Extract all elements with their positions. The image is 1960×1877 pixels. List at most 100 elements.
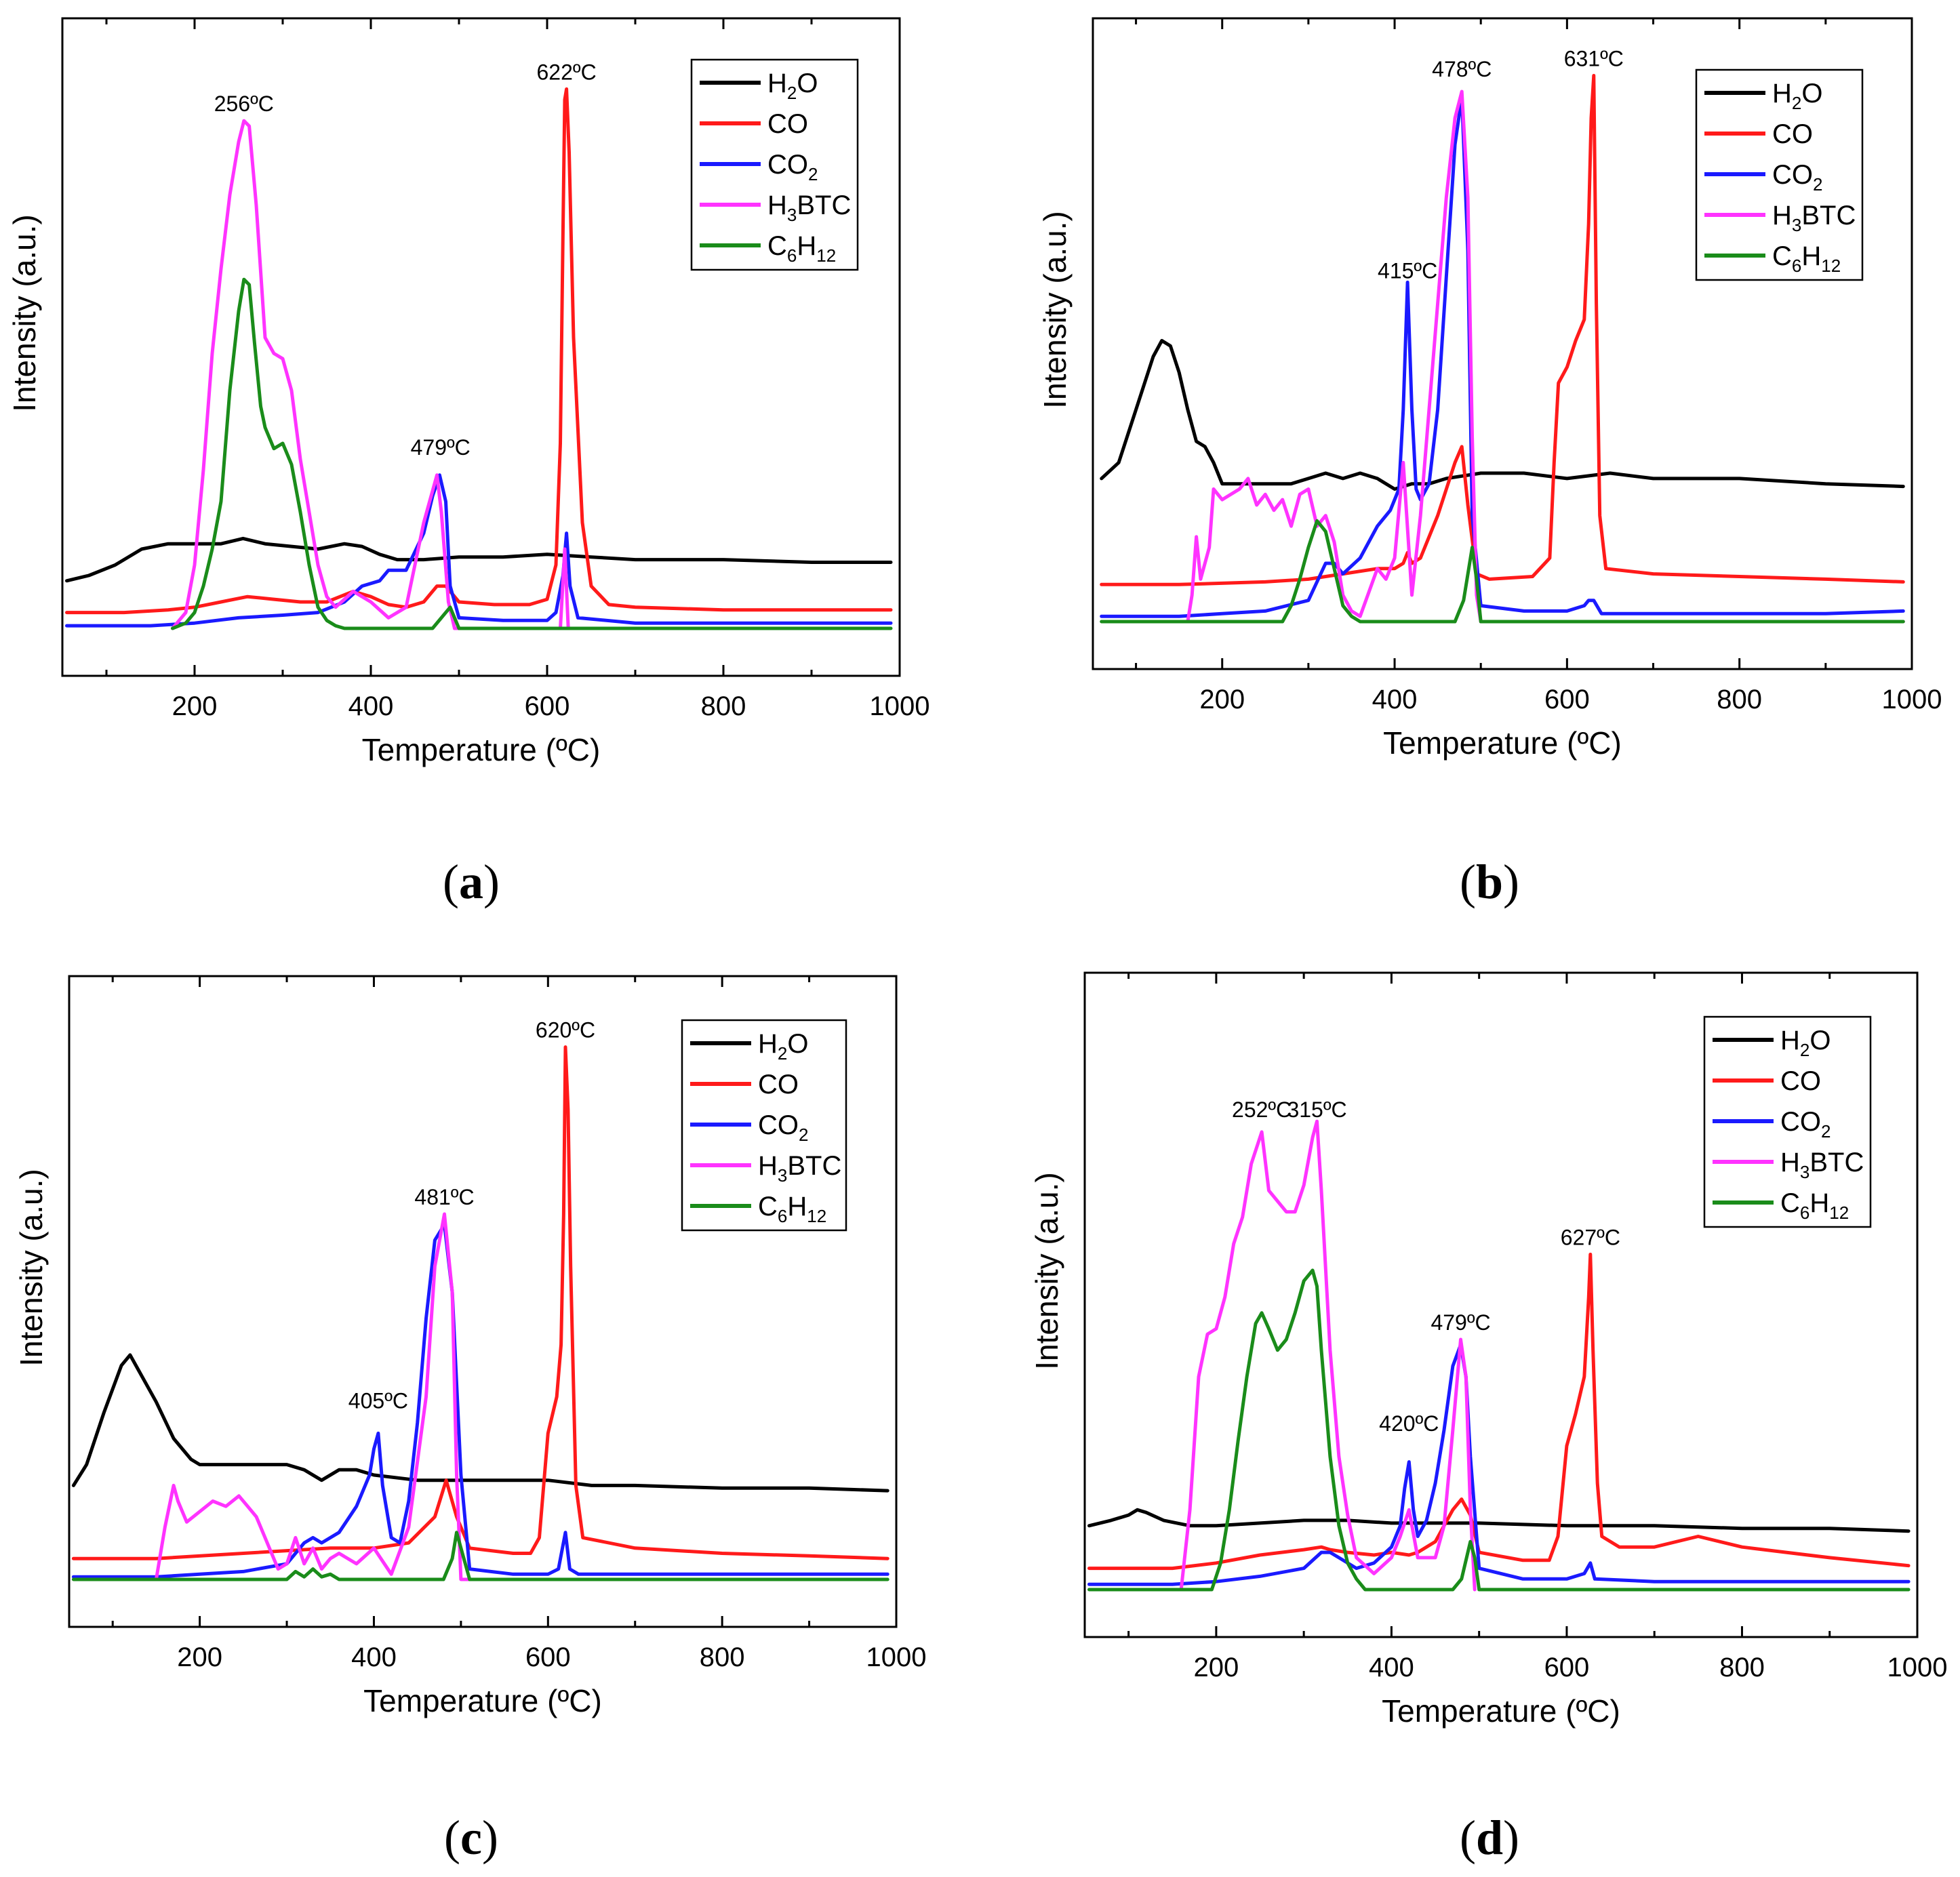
- legend-label-co: CO: [1772, 119, 1813, 149]
- legend-label-h2o: H2O: [767, 68, 818, 103]
- legend-label-h2o: H2O: [1780, 1026, 1831, 1060]
- panel-caption-a: (a): [443, 855, 500, 909]
- panel-letter-b: b: [1475, 855, 1504, 909]
- plot-frame: [1083, 971, 1919, 1638]
- x-axis-label: Temperature (ºC): [1382, 1693, 1620, 1729]
- series-line-h3btc: [1179, 1119, 1477, 1592]
- peak-annotation: 420ºC: [1379, 1411, 1439, 1436]
- x-tick-label: 1000: [1882, 685, 1942, 714]
- series-line-co: [65, 87, 893, 615]
- legend-label-h3btc: H3BTC: [1772, 201, 1856, 235]
- legend-label-h2o: H2O: [758, 1029, 808, 1064]
- legend-label-c6h12: C6H12: [758, 1192, 826, 1226]
- series-line-c6h12: [71, 1531, 889, 1581]
- series-line-h2o: [1100, 339, 1905, 491]
- peak-annotation: 256ºC: [214, 92, 274, 116]
- panel-letter-c: c: [460, 1811, 482, 1865]
- x-axis-label: Temperature (ºC): [363, 1683, 602, 1718]
- legend-label-c6h12: C6H12: [1780, 1188, 1849, 1223]
- series-line-co: [71, 1045, 889, 1560]
- chart-panel-b: 200 400 600 800 1000 Temperature (ºC) Intensit…: [1037, 17, 1942, 761]
- series-line-h2o: [65, 536, 893, 583]
- legend-label-c6h12: C6H12: [1772, 241, 1841, 276]
- peak-annotation: 315ºC: [1287, 1097, 1346, 1122]
- panel-letter-a: a: [459, 855, 483, 909]
- series-line-h3btc: [1186, 89, 1905, 624]
- peak-annotation: 479ºC: [411, 435, 471, 460]
- peak-annotation: 622ºC: [537, 60, 597, 84]
- x-axis-label: Temperature (ºC): [362, 732, 601, 767]
- peak-annotation: 620ºC: [536, 1018, 595, 1043]
- plot-frame: [61, 17, 901, 677]
- series-line-co2: [71, 1222, 889, 1579]
- x-tick-label: 1000: [870, 691, 930, 721]
- x-tick-label: 600: [1544, 1653, 1590, 1682]
- panel-caption-c: (c): [444, 1811, 498, 1865]
- x-tick-label: 400: [351, 1642, 397, 1672]
- legend-label-h2o: H2O: [1772, 79, 1822, 113]
- legend-label-co: CO: [767, 109, 808, 139]
- peak-annotation: 405ºC: [348, 1388, 408, 1413]
- x-tick-label: 800: [700, 1642, 745, 1672]
- legend-label-c6h12: C6H12: [767, 231, 836, 266]
- legend-label-co2: CO2: [758, 1110, 808, 1145]
- x-tick-label: 1000: [1887, 1653, 1948, 1682]
- series-line-h2o: [1087, 1508, 1911, 1533]
- series-line-c6h12: [1100, 519, 1905, 624]
- x-tick-label: 600: [1544, 685, 1590, 714]
- peak-annotation: 479ºC: [1431, 1310, 1490, 1335]
- peak-annotation: 415ºC: [1378, 258, 1437, 283]
- legend-label-h3btc: H3BTC: [1780, 1148, 1864, 1182]
- plot-frame: [68, 975, 898, 1628]
- legend-label-co: CO: [1780, 1066, 1821, 1096]
- x-tick-label: 600: [525, 1642, 571, 1672]
- legend-label-h3btc: H3BTC: [767, 190, 851, 225]
- y-axis-label: Intensity (a.u.): [1037, 211, 1073, 408]
- series-line-c6h12: [1087, 1268, 1911, 1592]
- peak-annotation: 627ºC: [1561, 1225, 1620, 1249]
- y-axis-label: Intensity (a.u.): [14, 1169, 49, 1366]
- peak-annotation: 631ºC: [1564, 47, 1624, 71]
- panel-caption-d: (d): [1459, 1811, 1519, 1865]
- series-line-co: [1087, 1253, 1911, 1571]
- chart-panel-a: 200 400 600 800 1000 Temperature (ºC) Intensit…: [7, 17, 930, 767]
- legend-box: [1703, 1015, 1872, 1228]
- legend-label-h3btc: H3BTC: [758, 1151, 841, 1186]
- series-line-co2: [1087, 1343, 1911, 1586]
- x-tick-label: 400: [1372, 685, 1418, 714]
- chart-panel-c: 200 400 600 800 1000 Temperature (ºC) Intensit…: [14, 975, 927, 1718]
- x-tick-label: 400: [1369, 1653, 1414, 1682]
- x-tick-label: 200: [1194, 1653, 1239, 1682]
- x-tick-label: 800: [701, 691, 746, 721]
- x-tick-label: 200: [172, 691, 218, 721]
- x-tick-label: 200: [1199, 685, 1245, 714]
- legend-label-co2: CO2: [1780, 1107, 1831, 1142]
- x-tick-label: 1000: [866, 1642, 927, 1672]
- panel-letter-d: d: [1475, 1811, 1504, 1865]
- x-axis-label: Temperature (ºC): [1383, 725, 1622, 761]
- legend-label-co2: CO2: [767, 150, 818, 184]
- series-line-co: [1100, 74, 1905, 586]
- series-line-co2: [65, 473, 893, 628]
- peak-annotation: 252ºC: [1232, 1097, 1292, 1122]
- series-line-c6h12: [171, 277, 893, 630]
- legend-box: [681, 1019, 847, 1232]
- y-axis-label: Intensity (a.u.): [7, 214, 42, 411]
- x-tick-label: 200: [177, 1642, 222, 1672]
- x-tick-label: 800: [1717, 685, 1762, 714]
- legend-label-co2: CO2: [1772, 160, 1822, 195]
- x-tick-label: 600: [525, 691, 570, 721]
- series-line-h3btc: [154, 1212, 567, 1581]
- panel-caption-b: (b): [1459, 855, 1519, 909]
- peak-annotation: 481ºC: [414, 1185, 474, 1209]
- legend-label-co: CO: [758, 1070, 799, 1099]
- plot-frame: [1092, 17, 1913, 670]
- series-line-h2o: [71, 1353, 889, 1493]
- x-tick-label: 400: [348, 691, 394, 721]
- peak-annotation: 478ºC: [1432, 57, 1492, 81]
- y-axis-label: Intensity (a.u.): [1029, 1172, 1064, 1369]
- chart-panel-d: 200 400 600 800 1000 Temperature (ºC) Intensit…: [1029, 971, 1948, 1729]
- x-tick-label: 800: [1719, 1653, 1765, 1682]
